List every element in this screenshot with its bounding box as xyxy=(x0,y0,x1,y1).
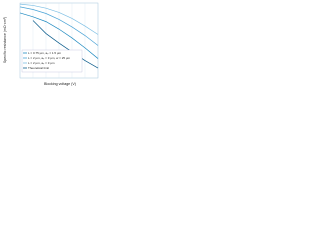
legend-label: L = 2 µm, aₚ = 3 µm, w = 25 µm xyxy=(28,56,71,60)
line-series xyxy=(19,12,99,59)
legend-label: Theoretical limit xyxy=(28,66,49,70)
y-axis-label: Specific resistance (mΩ·cm²) xyxy=(3,17,7,63)
chart: Specific resistance (mΩ·cm²) Blocking vo… xyxy=(3,2,99,86)
x-axis-label: Blocking voltage (V) xyxy=(44,82,76,86)
legend-label: L = 0.75 µm, aₚ = 1.5 µm xyxy=(28,51,62,55)
legend-label: L = 2 µm, aₚ = 3 µm xyxy=(28,61,55,65)
legend-box xyxy=(21,49,83,73)
line-series xyxy=(19,6,99,46)
line-series xyxy=(32,20,99,69)
line-series xyxy=(19,3,99,35)
